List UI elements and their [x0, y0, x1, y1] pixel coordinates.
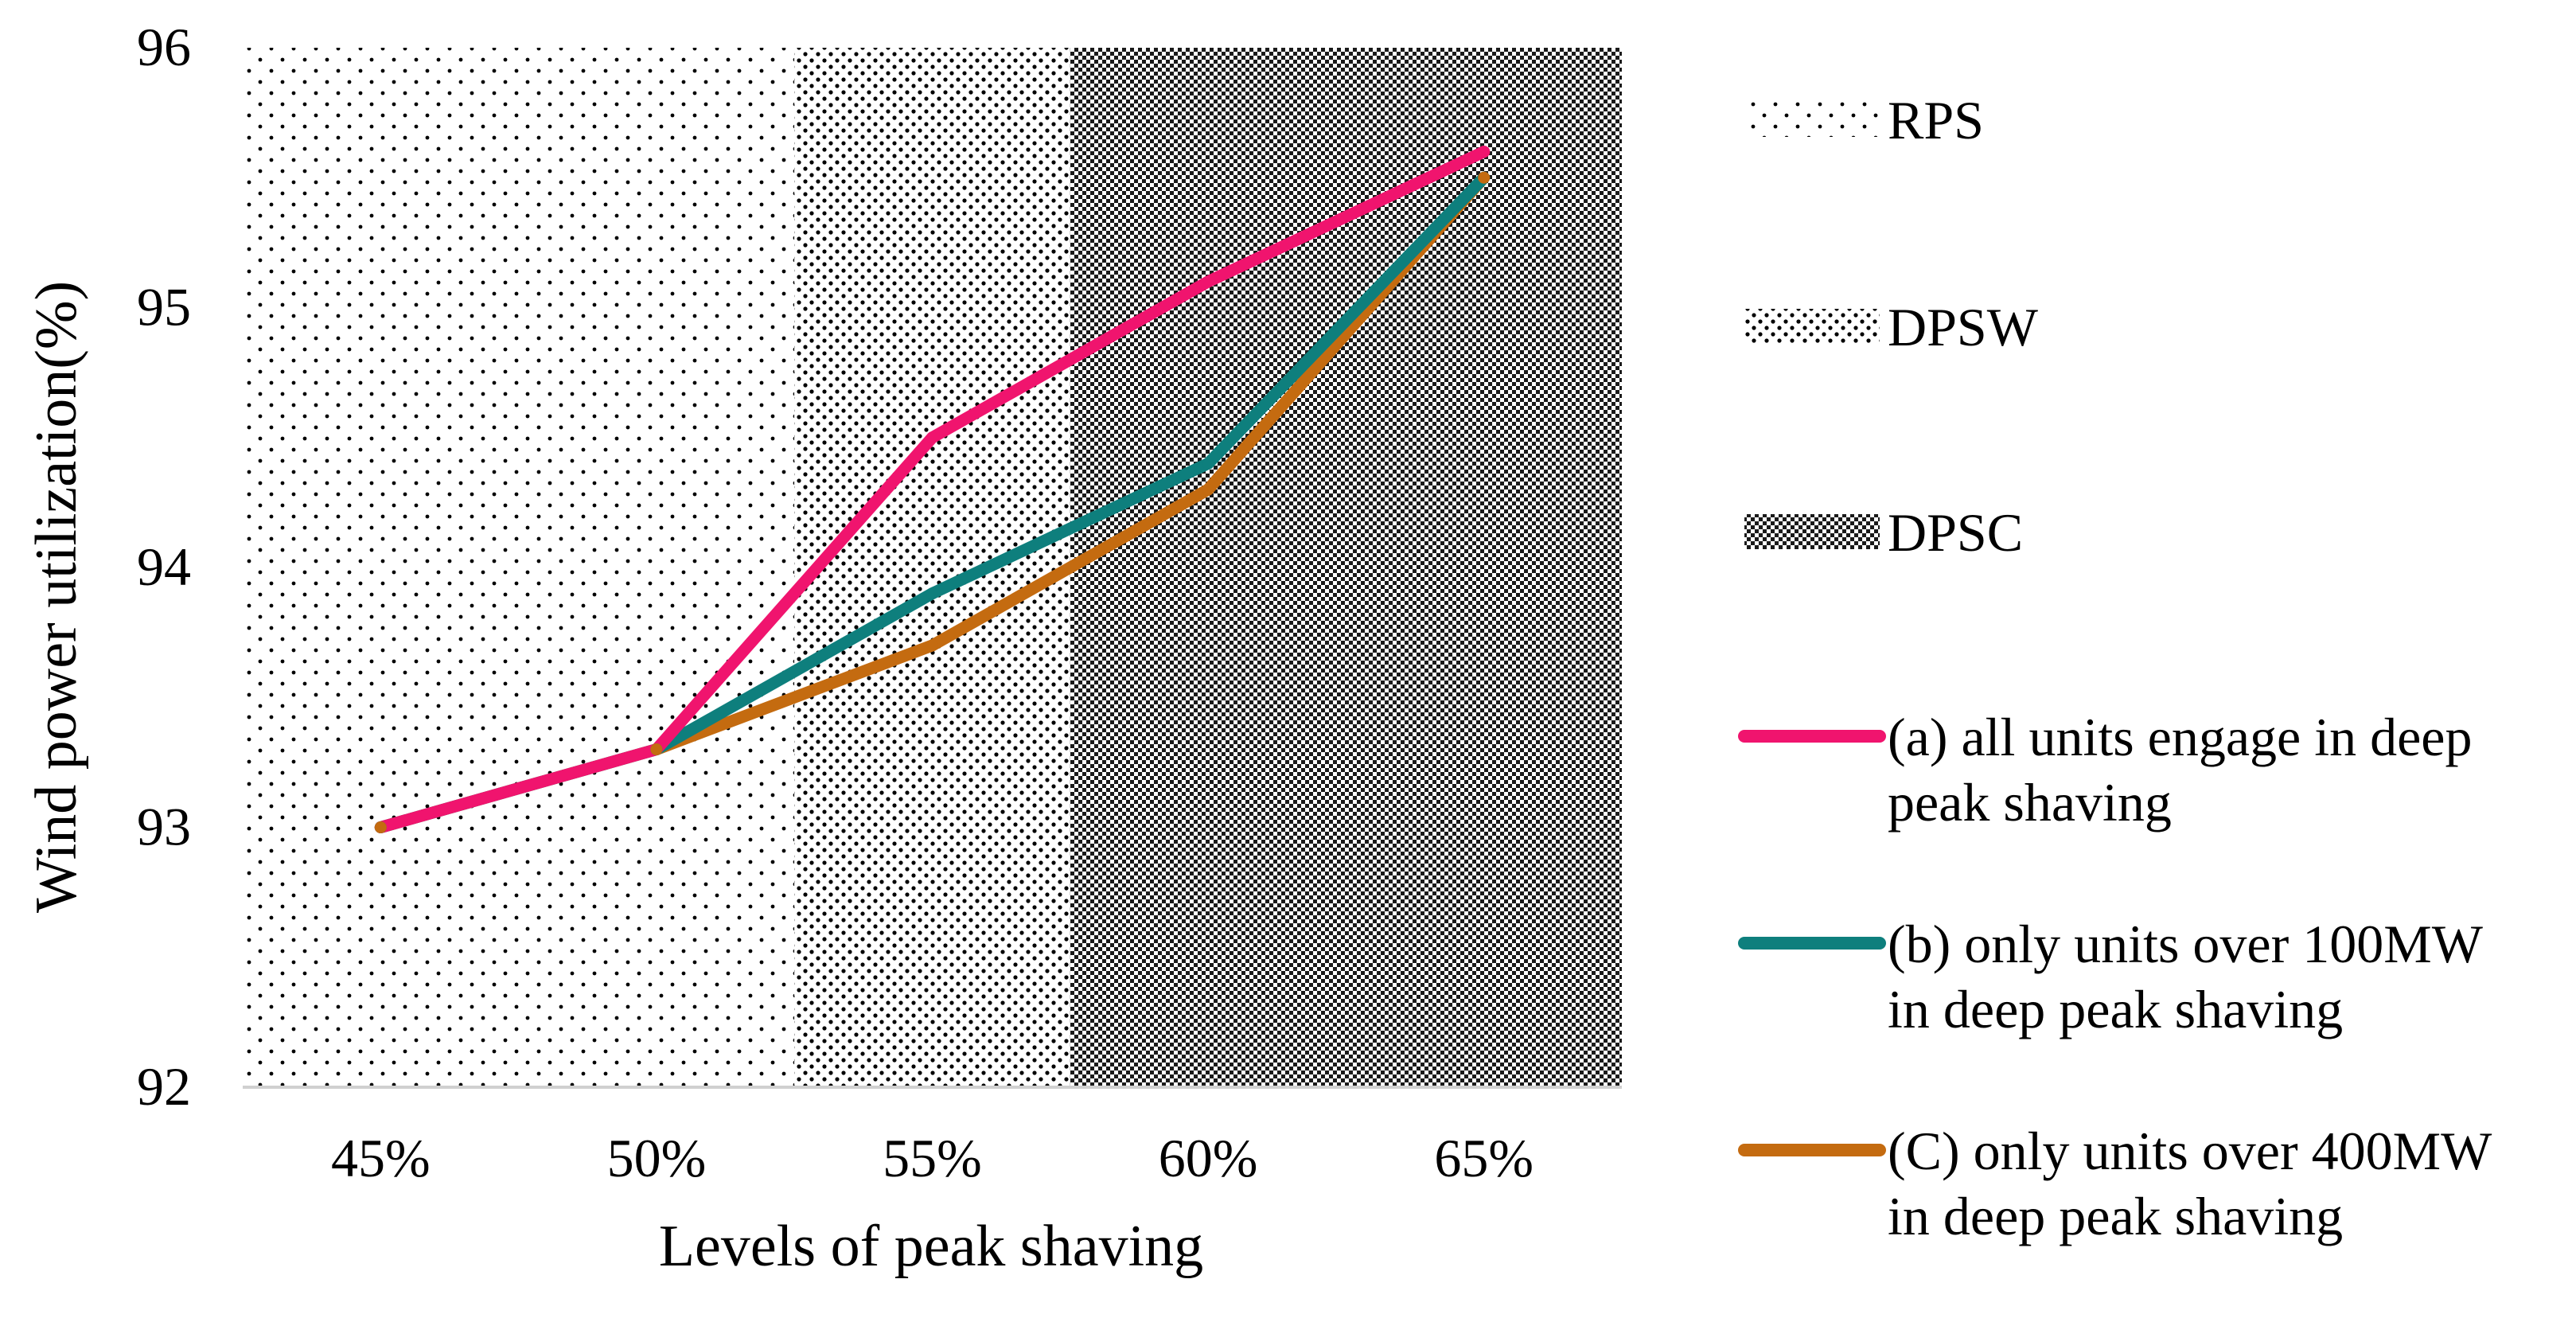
background-regions	[243, 48, 1622, 1087]
series-point-c	[1478, 171, 1491, 184]
legend-swatch-dpsc	[1744, 514, 1880, 549]
legend-label-series-b-line2: in deep peak shaving	[1888, 979, 2343, 1039]
legend-swatch-rps	[1744, 102, 1880, 137]
series-point-c	[650, 743, 663, 756]
series-point-c	[374, 821, 387, 833]
legend-label-series-c-line1: (C) only units over 400MW	[1888, 1121, 2492, 1181]
legend-label-series-b-line1: (b) only units over 100MW	[1888, 914, 2484, 974]
y-tick-label: 92	[137, 1056, 191, 1117]
y-tick-label: 95	[137, 277, 191, 337]
y-axis-title: Wind power utilization(%)	[24, 281, 89, 913]
x-tick-label: 55%	[883, 1128, 982, 1188]
x-axis-title: Levels of peak shaving	[659, 1214, 1203, 1279]
x-tick-label: 60%	[1159, 1128, 1258, 1188]
series-point-b	[926, 587, 938, 600]
legend-label-series-a-line2: peak shaving	[1888, 772, 2172, 833]
region-rps	[243, 48, 795, 1087]
series-point-a	[1478, 146, 1491, 158]
series-point-b	[1202, 457, 1214, 470]
y-tick-label: 93	[137, 797, 191, 857]
legend-label-dpsw: DPSW	[1888, 297, 2039, 357]
region-dpsw	[794, 48, 1070, 1087]
legend-label-rps: RPS	[1888, 90, 1984, 150]
x-axis-tick-labels: 45% 50% 55% 60% 65%	[331, 1128, 1534, 1188]
series-point-a	[1202, 275, 1214, 288]
series-point-c	[926, 639, 938, 652]
legend-label-dpsc: DPSC	[1888, 502, 2023, 563]
legend: RPS DPSW DPSC (a) all units engage in deepp…	[1738, 90, 2492, 1246]
legend-label-series-a-line1: (a) all units engage in deep	[1888, 707, 2473, 767]
series-point-a	[926, 431, 938, 444]
y-tick-label: 96	[137, 17, 191, 77]
x-tick-label: 45%	[331, 1128, 431, 1188]
y-tick-label: 94	[137, 536, 191, 597]
x-tick-label: 50%	[607, 1128, 707, 1188]
region-dpsc	[1070, 48, 1622, 1087]
legend-label-series-c-line2: in deep peak shaving	[1888, 1186, 2343, 1246]
legend-swatch-dpsw	[1744, 309, 1880, 344]
y-axis-tick-labels: 92 93 94 95 96	[137, 17, 191, 1117]
x-tick-label: 65%	[1434, 1128, 1534, 1188]
series-point-c	[1202, 483, 1214, 496]
series-lines	[374, 146, 1491, 833]
